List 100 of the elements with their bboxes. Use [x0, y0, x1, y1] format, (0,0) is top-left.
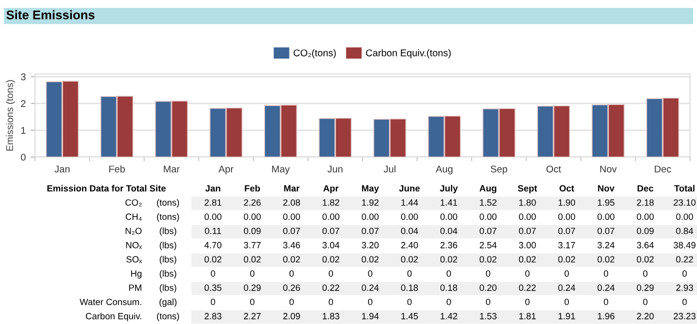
text: 0.02	[283, 256, 300, 263]
text: 0.07	[598, 228, 614, 234]
category-label: Sept	[518, 185, 538, 194]
text: 0.26	[283, 284, 300, 291]
text: 0.00	[244, 214, 261, 220]
text: 3.77	[244, 242, 261, 248]
y-tick-label: 1	[21, 127, 26, 134]
text: 1.90	[558, 199, 576, 206]
text: (lbs)	[160, 270, 176, 279]
text: 0.02	[518, 256, 536, 263]
text: 0	[328, 270, 334, 277]
text: 2.18	[636, 199, 654, 206]
text: 0.02	[480, 256, 496, 263]
text: 0	[328, 298, 334, 306]
x-tick-label: Jun	[328, 166, 342, 172]
text: 1.82	[322, 199, 340, 206]
text: 0.00	[204, 214, 222, 220]
text: (lbs)	[160, 284, 176, 293]
text: 0.35	[204, 284, 222, 291]
text: 0.11	[204, 228, 222, 234]
category-label: Feb	[244, 184, 260, 192]
text: 0.22	[676, 256, 693, 263]
text: 1.94	[362, 312, 379, 320]
text: 0.24	[362, 284, 379, 291]
category-label: Dec	[638, 185, 654, 192]
text: 2.27	[244, 312, 261, 320]
text: 0.04	[440, 228, 458, 234]
text: 0.00	[480, 214, 497, 220]
text: 3.64	[636, 242, 654, 248]
text: 23.10	[674, 199, 696, 206]
text: 0.29	[636, 284, 654, 291]
text: 0.00	[401, 214, 418, 220]
text: 0.00	[518, 214, 536, 220]
x-tick-label: May	[272, 166, 290, 174]
text: 0	[643, 270, 648, 277]
text: 0	[210, 298, 216, 306]
text: (gal)	[160, 298, 176, 307]
text: NOₓ	[126, 242, 142, 249]
text: 0	[525, 298, 530, 306]
text: 1.41	[440, 199, 458, 206]
x-tick-label: Jul	[384, 165, 396, 172]
x-tick-label: Feb	[109, 165, 125, 172]
text: 0.00	[362, 214, 379, 220]
text: 2.40	[401, 242, 418, 248]
text: Water Consum.	[80, 298, 142, 306]
legend-label: Carbon Equiv.(tons)	[366, 49, 451, 58]
text: 2.09	[283, 312, 300, 320]
text: 0.22	[518, 284, 536, 291]
category-label: July	[440, 184, 458, 194]
category-label: Apr	[323, 185, 339, 194]
text: 2.81	[204, 199, 222, 206]
text: 3.00	[518, 242, 536, 248]
text: 0.09	[636, 228, 654, 234]
text: 3.20	[362, 242, 379, 248]
text: 0	[604, 298, 608, 306]
text: 0	[643, 298, 648, 306]
text: CH₄	[126, 214, 142, 221]
text: (tons)	[157, 312, 179, 322]
text: (tons)	[157, 199, 179, 208]
text: N₂O	[126, 228, 142, 235]
text: 0.02	[204, 256, 222, 263]
x-tick-label: Mar	[164, 166, 180, 172]
x-tick-label: Aug	[436, 166, 452, 174]
text: 3.04	[322, 242, 340, 248]
y-tick-label: 0	[20, 154, 26, 161]
category-label: May	[362, 185, 379, 194]
text: 0	[682, 270, 687, 277]
text: 2.20	[636, 312, 654, 320]
text: (lbs)	[160, 256, 176, 264]
text: 0.24	[598, 284, 615, 291]
text: 1.53	[480, 312, 496, 320]
text: 0.02	[440, 256, 458, 263]
text: 0.00	[676, 214, 694, 220]
text: CO₂	[125, 199, 142, 206]
text: Emission Data for Total Site	[47, 184, 166, 192]
text: 1.92	[362, 199, 379, 206]
text: 0	[525, 270, 530, 277]
text: 0.02	[401, 256, 418, 263]
text: 0.00	[636, 214, 654, 220]
y-tick-label: 3	[20, 73, 26, 80]
text: 0.07	[518, 228, 536, 234]
category-label: Jan	[205, 185, 220, 192]
x-tick-label: Sep	[490, 166, 508, 174]
x-tick-label: Oct	[546, 166, 562, 172]
text: 0.00	[598, 214, 614, 220]
text: 0	[564, 270, 569, 277]
text: 0.07	[322, 228, 340, 234]
text: (tons)	[157, 213, 179, 222]
text: 0.84	[676, 228, 694, 234]
legend-label: CO₂(tons)	[294, 49, 336, 58]
text: 0	[250, 270, 254, 277]
text: 0.02	[244, 256, 261, 263]
text: 0.04	[401, 228, 418, 234]
text: 4.70	[204, 242, 222, 248]
text: 0	[682, 298, 687, 306]
text: 0.02	[558, 256, 576, 263]
text: 1.45	[401, 313, 418, 320]
text: 0	[564, 298, 569, 306]
text: 0.00	[322, 214, 340, 220]
text: 0.02	[362, 256, 379, 263]
